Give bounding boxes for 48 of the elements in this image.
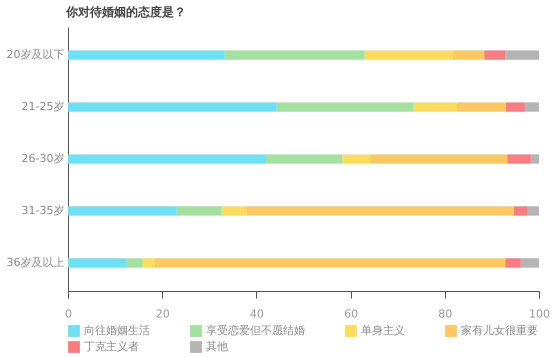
x-tick-label: 100	[529, 308, 550, 320]
bar	[530, 154, 539, 164]
bar	[126, 258, 142, 268]
bar	[154, 258, 506, 268]
bar	[370, 154, 508, 164]
legend-label: 享受恋爱但不愿结婚	[206, 324, 305, 338]
bar	[224, 50, 365, 60]
bar	[246, 206, 514, 216]
legend-label: 向往婚姻生活	[84, 324, 150, 338]
bar	[506, 102, 525, 112]
bar	[528, 206, 539, 216]
bar	[68, 154, 266, 164]
legend-label: 丁克主义者	[84, 340, 139, 353]
bar	[364, 50, 453, 60]
bar	[506, 258, 521, 268]
bar	[142, 258, 155, 268]
bar	[452, 50, 484, 60]
x-tick-label: 40	[250, 308, 264, 320]
bar	[484, 50, 506, 60]
legend-label: 单身主义	[361, 324, 405, 338]
bar	[514, 206, 528, 216]
legend-label: 家有儿女很重要	[461, 324, 538, 338]
y-tick-label: 21-25岁	[22, 100, 64, 114]
x-tick-label: 0	[65, 308, 72, 320]
y-tick-label: 31-35岁	[22, 204, 64, 217]
bar	[222, 206, 247, 216]
legend-label: 其他	[206, 340, 228, 353]
bar	[520, 258, 539, 268]
chart-title: 你对待婚姻的态度是？	[65, 5, 186, 19]
bar	[342, 154, 370, 164]
x-tick-label: 80	[438, 308, 452, 320]
bar	[266, 154, 342, 164]
x-tick-label: 20	[156, 308, 170, 320]
bar	[276, 102, 414, 112]
bar	[414, 102, 457, 112]
y-tick-label: 20岁及以下	[6, 48, 64, 62]
bar	[68, 102, 277, 112]
y-tick-label: 36岁及以上	[6, 256, 64, 269]
bar	[68, 258, 126, 268]
bar	[456, 102, 506, 112]
x-tick-label: 60	[344, 308, 358, 320]
bar	[68, 206, 177, 216]
bar	[507, 154, 531, 164]
bar	[505, 50, 539, 60]
y-tick-label: 26-30岁	[22, 152, 64, 165]
bar	[524, 102, 539, 112]
bar	[68, 50, 224, 60]
bar	[176, 206, 222, 216]
